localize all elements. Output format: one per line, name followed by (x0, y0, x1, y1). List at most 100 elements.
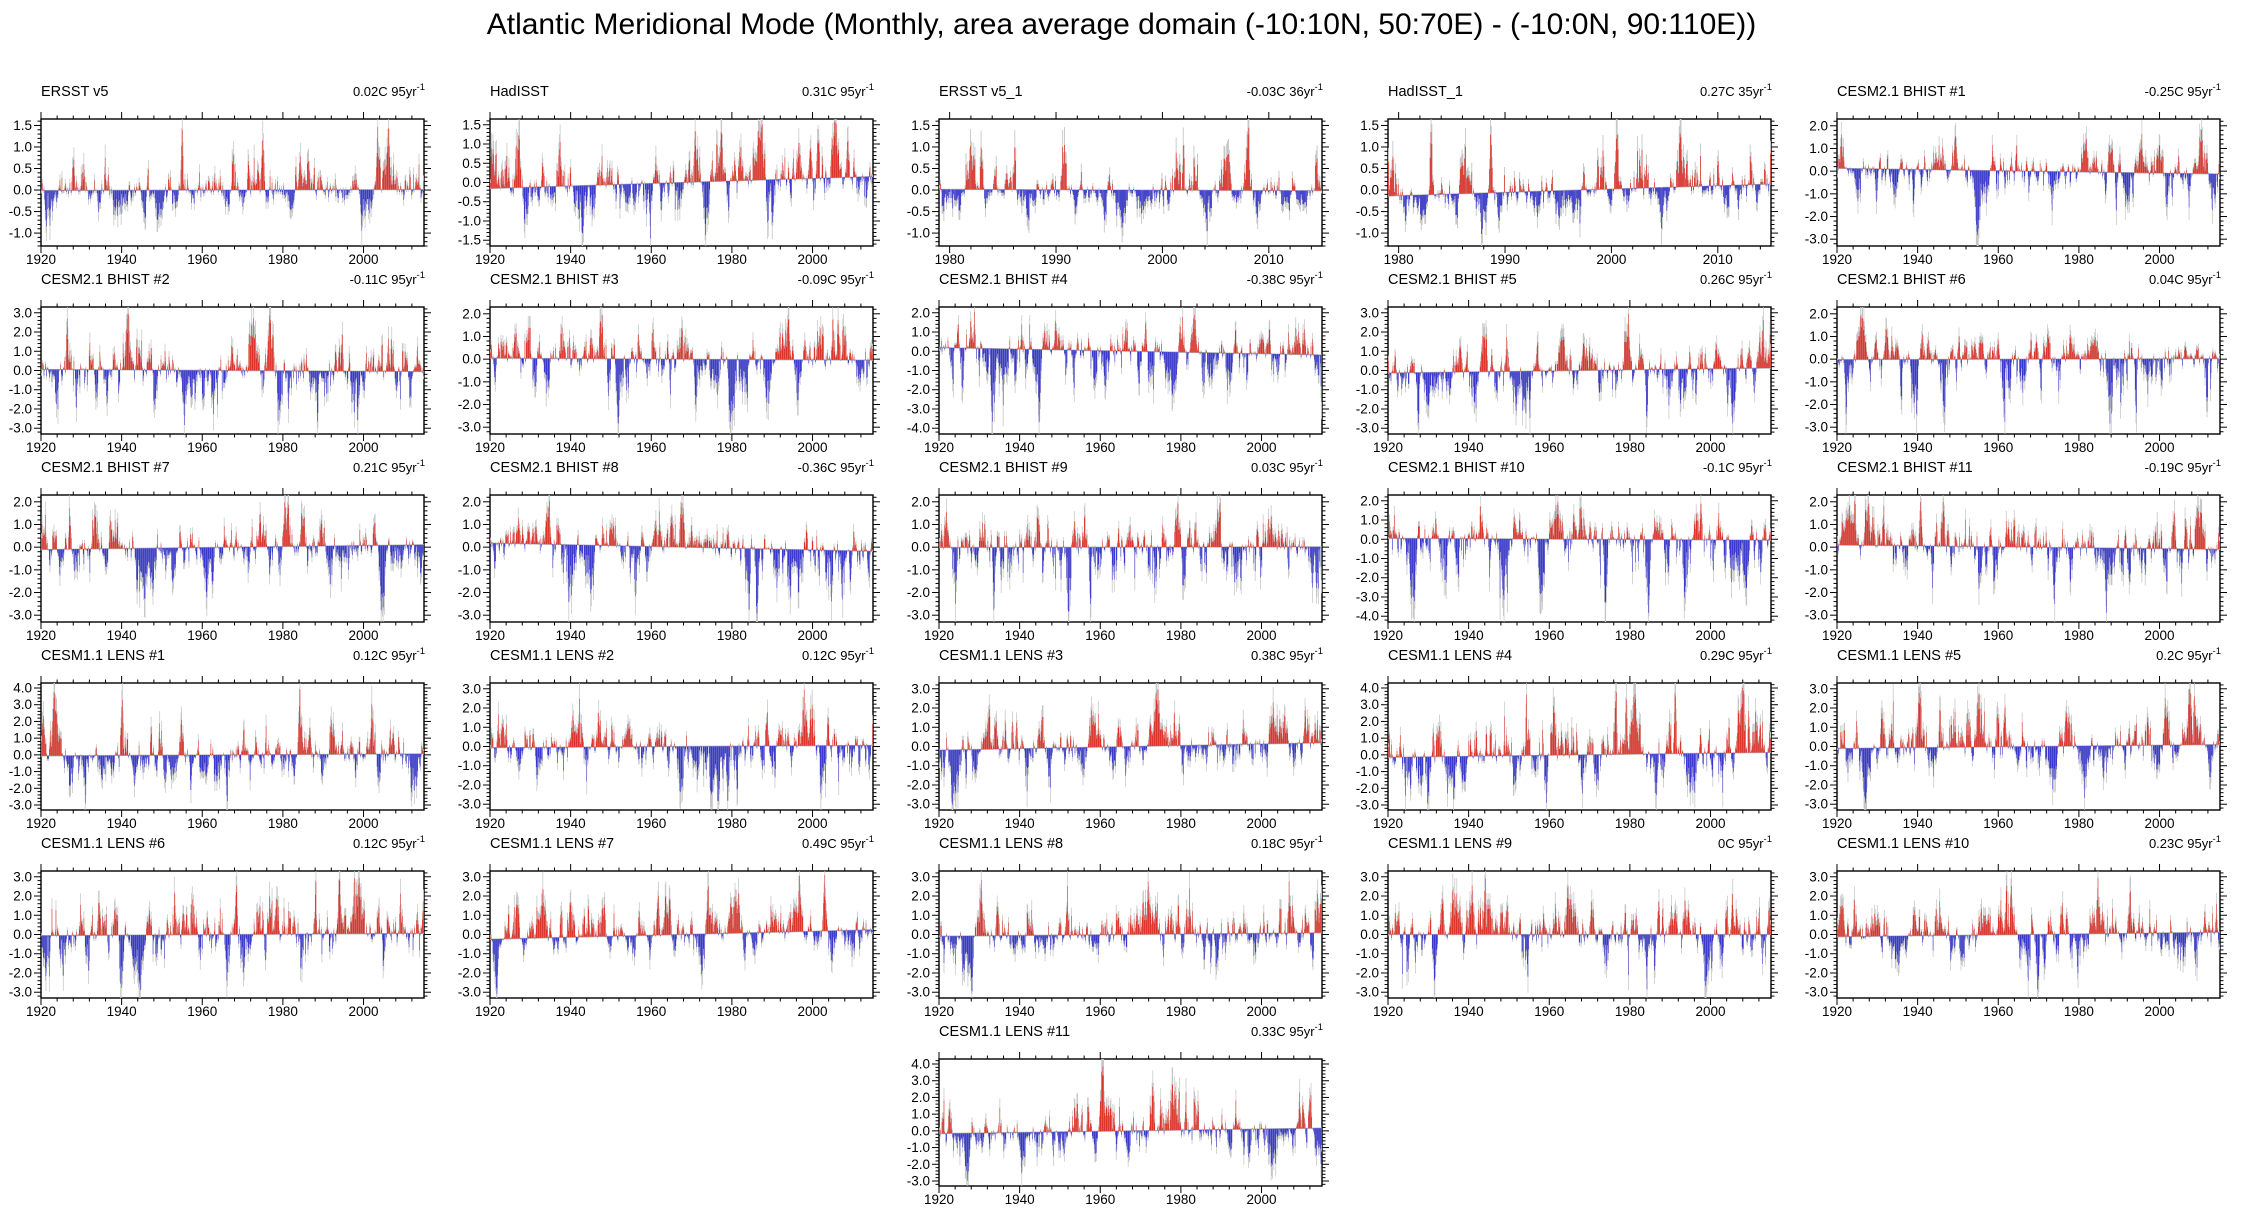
y-tick-label: 3.0 (911, 681, 930, 696)
y-tick-label: -3.0 (907, 1173, 930, 1188)
y-tick-label: -3.0 (458, 797, 481, 812)
x-tick-label: 1980 (1615, 628, 1645, 643)
panel-plot: CESM2.1 BHIST #5 0.26C 95yr-1 1920 1940 1960… (1356, 270, 1778, 455)
y-tick-label: -1.0 (1805, 186, 1828, 201)
panel-plot: CESM1.1 LENS #5 0.2C 95yr-1 1920 1940 1960 19… (1805, 646, 2227, 831)
x-tick-label: 1940 (1005, 1192, 1035, 1207)
y-tick-label: 1.0 (462, 720, 481, 735)
positive-anomaly-bars (490, 121, 873, 189)
y-tick-label: -1.0 (9, 562, 32, 577)
x-tick-label: 1940 (107, 816, 137, 831)
y-tick-label: 2.0 (462, 306, 481, 321)
y-tick-label: 0.0 (462, 175, 481, 190)
y-tick-label: 2.0 (1809, 494, 1828, 509)
y-tick-label: -0.5 (1356, 204, 1379, 219)
y-tick-label: -3.0 (907, 608, 930, 623)
x-tick-label: 2010 (1703, 252, 1733, 267)
x-tick-label: 1980 (2064, 252, 2094, 267)
panel-trend-label: 0.04C 95yr-1 (2149, 270, 2221, 287)
y-tick-label: 1.0 (13, 344, 32, 359)
y-tick-label: 0.5 (911, 161, 930, 176)
panel-trend-label: -0.38C 95yr-1 (1247, 270, 1323, 287)
y-tick-label: -2.0 (9, 401, 32, 416)
negative-anomaly-bars (1845, 932, 2220, 990)
panel-cesm11-lens-10: CESM1.1 LENS #10 0.23C 95yr-1 1920 1940 1960… (1796, 826, 2243, 1022)
x-tick-label: 1940 (1903, 440, 1933, 455)
unfiltered-envelope-bars (939, 495, 1322, 622)
y-tick-label: -1.0 (1805, 374, 1828, 389)
y-tick-label: 2.0 (462, 494, 481, 509)
axis-box (938, 306, 1323, 435)
panel-cesm21-bhist-7: CESM2.1 BHIST #7 0.21C 95yr-1 1920 1940 1960… (0, 450, 449, 646)
y-tick-label: 4.0 (1360, 681, 1379, 696)
x-tick-label: 1960 (636, 440, 666, 455)
panel-title: CESM1.1 LENS #7 (490, 836, 614, 852)
panel-trend-label: 0.23C 95yr-1 (2149, 834, 2221, 851)
x-tick-label: 1980 (2064, 816, 2094, 831)
y-tick-label: 0.0 (911, 540, 930, 555)
y-tick-label: 3.0 (13, 305, 32, 320)
y-tick-label: -3.0 (1805, 985, 1828, 1000)
positive-anomaly-bars (939, 1066, 1312, 1134)
negative-anomaly-bars (939, 742, 1322, 805)
y-tick-label: 2.0 (911, 494, 930, 509)
y-tick-label: -2.0 (9, 965, 32, 980)
x-tick-label: 2000 (349, 1004, 379, 1019)
y-tick-label: 3.0 (911, 869, 930, 884)
panel-plot: CESM2.1 BHIST #9 0.03C 95yr-1 1920 1940 1960… (907, 458, 1329, 643)
y-tick-label: -0.5 (9, 204, 32, 219)
x-tick-label: 1940 (556, 252, 586, 267)
y-tick-label: -3.0 (1805, 608, 1828, 623)
panel-plot: CESM1.1 LENS #10 0.23C 95yr-1 1920 1940 1960… (1805, 834, 2227, 1019)
x-tick-label: 1980 (1615, 816, 1645, 831)
y-tick-label: -1.0 (907, 946, 930, 961)
positive-anomaly-bars (1388, 313, 1771, 373)
y-tick-label: -2.0 (1805, 397, 1828, 412)
y-tick-label: -3.0 (1805, 797, 1828, 812)
y-tick-label: -3.0 (1805, 420, 1828, 435)
x-tick-label: 1940 (556, 1004, 586, 1019)
x-tick-label: 1990 (1041, 252, 1071, 267)
panel-cesm11-lens-11: CESM1.1 LENS #11 0.33C 95yr-1 1920 1940 1960… (898, 1014, 1347, 1210)
positive-anomaly-bars (939, 311, 1314, 355)
x-tick-label: 1920 (1822, 252, 1852, 267)
x-tick-label: 2000 (798, 1004, 828, 1019)
panel-trend-label: 0.2C 95yr-1 (2156, 646, 2221, 663)
x-tick-label: 2000 (798, 252, 828, 267)
y-tick-label: 1.0 (911, 1107, 930, 1122)
y-tick-label: 2.0 (462, 889, 481, 904)
x-tick-label: 1980 (268, 252, 298, 267)
x-tick-label: 2000 (349, 252, 379, 267)
y-tick-label: 1.0 (1809, 908, 1828, 923)
panel-trend-label: 0.29C 95yr-1 (1700, 646, 1772, 663)
negative-anomaly-bars (500, 176, 873, 239)
x-tick-label: 1920 (475, 252, 505, 267)
y-tick-label: 0.0 (1809, 927, 1828, 942)
y-tick-label: 3.0 (1360, 697, 1379, 712)
x-tick-label: 1980 (268, 440, 298, 455)
panel-title: CESM1.1 LENS #5 (1837, 648, 1961, 664)
x-tick-label: 1960 (1983, 816, 2013, 831)
y-tick-label: 0.0 (1809, 352, 1828, 367)
panel-cesm11-lens-1: CESM1.1 LENS #1 0.12C 95yr-1 1920 1940 1960 1… (0, 638, 449, 834)
x-tick-label: 1960 (1534, 816, 1564, 831)
y-tick-label: -2.0 (458, 777, 481, 792)
panel-plot: CESM2.1 BHIST #6 0.04C 95yr-1 1920 1940 1960… (1805, 270, 2227, 455)
panel-trend-label: 0C 95yr-1 (1718, 834, 1772, 851)
y-tick-label: -3.0 (458, 985, 481, 1000)
panel-trend-label: 0.12C 95yr-1 (353, 646, 425, 663)
y-tick-label: -1.0 (458, 562, 481, 577)
x-tick-label: 1980 (1615, 1004, 1645, 1019)
x-tick-label: 1960 (1983, 252, 2013, 267)
axis-box (938, 118, 1323, 247)
panel-plot: CESM2.1 BHIST #3 -0.09C 95yr-1 1920 1940 196… (458, 270, 880, 455)
x-tick-label: 1920 (26, 816, 56, 831)
panel-cesm11-lens-2: CESM1.1 LENS #2 0.12C 95yr-1 1920 1940 1960 1… (449, 638, 898, 834)
x-tick-label: 2000 (2145, 628, 2175, 643)
y-tick-label: 1.0 (1809, 720, 1828, 735)
panel-trend-label: -0.36C 95yr-1 (798, 458, 874, 475)
x-tick-label: 1920 (26, 252, 56, 267)
y-tick-label: 0.0 (13, 927, 32, 942)
x-tick-label: 2000 (1247, 628, 1277, 643)
y-tick-label: 2.0 (1360, 493, 1379, 508)
